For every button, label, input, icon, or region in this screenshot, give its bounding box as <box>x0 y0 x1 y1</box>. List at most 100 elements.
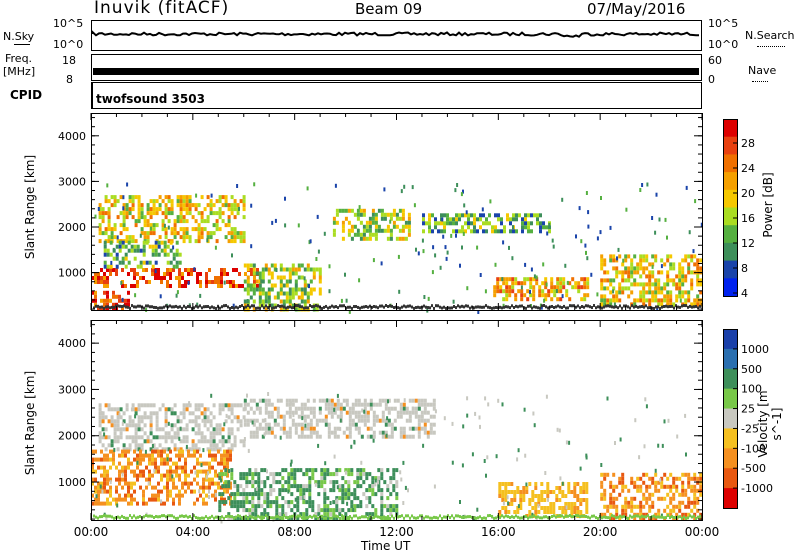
scatter-cell <box>362 468 366 473</box>
scatter-cell <box>145 307 148 312</box>
scatter-cell <box>648 262 652 267</box>
scatter-cell <box>115 256 119 261</box>
scatter-cell <box>549 490 553 494</box>
scatter-cell <box>140 447 144 452</box>
scatter-cell <box>539 225 542 230</box>
scatter-cell <box>272 480 276 485</box>
scatter-cell <box>600 480 604 485</box>
ground-scatter-cell <box>197 305 199 309</box>
scatter-cell <box>212 403 216 408</box>
scatter-cell <box>606 298 610 303</box>
scatter-cell <box>166 453 169 458</box>
scatter-cell <box>233 415 237 420</box>
scatter-cell <box>678 504 682 509</box>
scatter-cell <box>654 258 658 263</box>
scatter-cell <box>389 216 393 221</box>
scatter-cell <box>157 481 160 486</box>
ground-scatter-cell <box>253 304 255 308</box>
scatter-cell <box>660 484 664 489</box>
ground-scatter-cell <box>125 516 127 520</box>
scatter-cell <box>538 293 542 298</box>
scatter-cell <box>303 287 307 292</box>
ground-scatter-cell <box>459 515 461 519</box>
scatter-cell <box>226 457 229 462</box>
ground-scatter-cell <box>539 516 541 520</box>
scatter-cell <box>603 286 607 291</box>
scatter-cell <box>269 472 273 477</box>
scatter-cell <box>573 510 577 514</box>
scatter-cell <box>365 472 369 477</box>
ground-scatter-cell <box>487 514 489 518</box>
scatter-cell <box>220 272 223 276</box>
ground-scatter-cell <box>231 515 233 519</box>
scatter-cell <box>143 235 147 240</box>
scatter-cell <box>173 235 177 240</box>
ground-scatter-cell <box>473 306 475 310</box>
scatter-cell <box>358 278 361 283</box>
scatter-cell <box>116 407 120 412</box>
scatter-cell <box>651 290 655 295</box>
cpid-plot <box>91 82 702 109</box>
scatter-cell <box>545 225 548 230</box>
scatter-cell <box>559 285 563 290</box>
scatter-cell <box>169 276 172 280</box>
scatter-cell <box>636 484 640 489</box>
scatter-cell <box>678 476 682 481</box>
colorbar-swatch <box>723 348 737 370</box>
scatter-cell <box>106 183 109 188</box>
scatter-cell <box>669 500 673 505</box>
scatter-cell <box>603 488 607 493</box>
scatter-cell <box>264 299 268 304</box>
scatter-cell <box>365 496 369 501</box>
scatter-cell <box>392 208 396 213</box>
scatter-cell <box>402 460 405 465</box>
scatter-cell <box>116 423 120 428</box>
scatter-cell <box>429 402 433 407</box>
scatter-cell <box>663 262 667 267</box>
scatter-cell <box>258 410 262 415</box>
scatter-cell <box>155 223 159 228</box>
scatter-cell <box>356 480 360 485</box>
scatter-cell <box>308 476 312 481</box>
scatter-cell <box>564 510 568 514</box>
scatter-cell <box>290 500 294 505</box>
scatter-cell <box>260 279 263 284</box>
scatter-cell <box>245 476 249 481</box>
ground-scatter-cell <box>595 516 597 520</box>
scatter-cell <box>267 392 270 396</box>
scatter-cell <box>94 290 97 295</box>
scatter-cell <box>261 291 265 296</box>
scatter-cell <box>327 430 331 435</box>
scatter-cell <box>223 497 226 502</box>
scatter-cell <box>218 215 222 220</box>
scatter-cell <box>654 282 658 287</box>
scatter-cell <box>585 502 589 506</box>
ground-scatter-cell <box>471 515 473 519</box>
ground-scatter-cell <box>357 516 359 520</box>
ground-scatter-cell <box>153 516 155 520</box>
ground-scatter-cell <box>585 304 587 308</box>
scatter-cell <box>386 224 390 229</box>
scatter-cell <box>399 426 403 431</box>
scatter-cell <box>133 489 136 494</box>
scatter-cell <box>175 248 179 253</box>
scatter-cell <box>517 504 520 509</box>
scatter-cell <box>306 307 310 312</box>
scatter-cell <box>396 398 400 403</box>
scatter-cell <box>672 302 676 307</box>
scatter-cell <box>663 294 667 299</box>
scatter-cell <box>243 287 247 292</box>
scatter-cell <box>314 512 318 517</box>
scatter-cell <box>136 460 139 465</box>
ground-scatter-cell <box>169 304 171 308</box>
scatter-cell <box>139 457 142 462</box>
scatter-cell <box>338 488 342 493</box>
scatter-cell <box>184 457 187 462</box>
scatter-cell <box>639 294 643 299</box>
scatter-cell <box>252 287 256 292</box>
scatter-cell <box>506 495 509 500</box>
scatter-cell <box>101 415 105 420</box>
scatter-cell <box>423 418 427 423</box>
scatter-cell <box>555 289 558 293</box>
scatter-cell <box>299 488 303 493</box>
